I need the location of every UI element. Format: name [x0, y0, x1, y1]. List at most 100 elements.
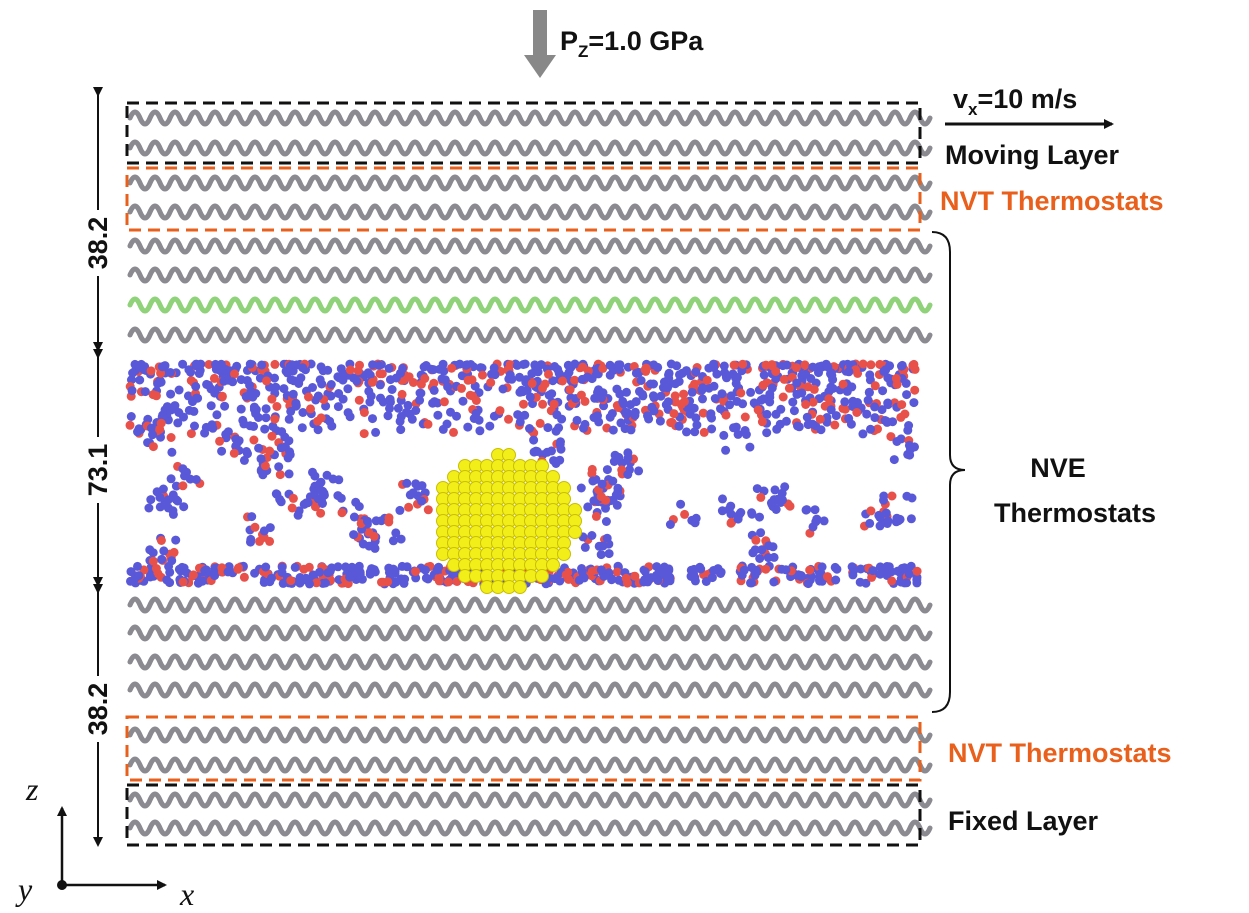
- atom: [435, 365, 444, 374]
- atom: [768, 361, 777, 370]
- atom: [237, 405, 246, 414]
- atom: [741, 426, 750, 435]
- atom: [355, 562, 364, 571]
- atom: [866, 360, 875, 369]
- atom: [896, 413, 905, 422]
- dim-label: 73.1: [83, 444, 113, 497]
- atom: [354, 366, 363, 375]
- atom: [202, 380, 211, 389]
- atom: [457, 384, 466, 393]
- atom: [719, 431, 728, 440]
- atom: [478, 371, 487, 380]
- atom: [385, 568, 394, 577]
- atom: [262, 413, 271, 422]
- atom: [703, 376, 712, 385]
- atom: [605, 549, 614, 558]
- atom: [391, 528, 400, 537]
- atom: [365, 398, 374, 407]
- atom: [133, 427, 142, 436]
- np-atom: [547, 559, 560, 572]
- axes-triad: z y x: [15, 771, 194, 912]
- atom: [755, 513, 764, 522]
- atom: [727, 391, 736, 400]
- atom: [316, 509, 325, 518]
- atom: [650, 573, 659, 582]
- atom: [809, 522, 818, 531]
- atom: [800, 360, 809, 369]
- atom: [178, 360, 187, 369]
- atom: [797, 572, 806, 581]
- fixed-label: Fixed Layer: [948, 806, 1099, 836]
- atom: [543, 423, 552, 432]
- atom: [286, 576, 295, 585]
- atom: [219, 377, 228, 386]
- atom: [741, 413, 750, 422]
- atom: [165, 578, 174, 587]
- atom: [215, 437, 224, 446]
- atom: [306, 404, 315, 413]
- atom: [319, 366, 328, 375]
- atom: [519, 400, 528, 409]
- atom: [779, 393, 788, 402]
- atom: [552, 427, 561, 436]
- atom: [534, 367, 543, 376]
- atom: [691, 413, 700, 422]
- atom: [631, 408, 640, 417]
- atom: [613, 484, 622, 493]
- chain: [130, 142, 930, 154]
- atom: [210, 374, 219, 383]
- atom: [178, 481, 187, 490]
- atom: [402, 408, 411, 417]
- atom: [653, 363, 662, 372]
- atom: [343, 384, 352, 393]
- atom: [756, 528, 765, 537]
- atom: [528, 379, 537, 388]
- atom: [884, 517, 893, 526]
- chain: [130, 599, 930, 611]
- atom: [578, 375, 587, 384]
- atom: [167, 433, 176, 442]
- atom: [666, 520, 675, 529]
- atom: [760, 371, 769, 380]
- atom: [289, 494, 298, 503]
- atom: [745, 443, 754, 452]
- atom: [722, 372, 731, 381]
- atom: [146, 495, 155, 504]
- atom: [304, 393, 313, 402]
- atom: [447, 364, 456, 373]
- atom: [157, 536, 166, 545]
- atom: [696, 565, 705, 574]
- atom: [254, 444, 263, 453]
- atom: [168, 506, 177, 515]
- atom: [147, 366, 156, 375]
- atom: [826, 369, 835, 378]
- atom: [566, 385, 575, 394]
- y-label: y: [15, 871, 33, 907]
- atom: [388, 385, 397, 394]
- atom: [808, 420, 817, 429]
- atom: [898, 361, 907, 370]
- atom: [262, 376, 271, 385]
- atom: [212, 410, 221, 419]
- atom: [850, 565, 859, 574]
- atom: [472, 396, 481, 405]
- atom: [192, 360, 201, 369]
- chain: [130, 177, 930, 189]
- atom: [913, 567, 922, 576]
- atom: [475, 426, 484, 435]
- atom: [761, 565, 770, 574]
- atom: [396, 425, 405, 434]
- atom: [378, 369, 387, 378]
- atom: [721, 446, 730, 455]
- atom: [167, 448, 176, 457]
- atom: [778, 361, 787, 370]
- atom: [200, 429, 209, 438]
- atom: [577, 484, 586, 493]
- atom: [175, 386, 184, 395]
- atom: [593, 411, 602, 420]
- atom: [614, 453, 623, 462]
- atom: [587, 531, 596, 540]
- atom: [811, 505, 820, 514]
- atom: [698, 394, 707, 403]
- atom: [606, 361, 615, 370]
